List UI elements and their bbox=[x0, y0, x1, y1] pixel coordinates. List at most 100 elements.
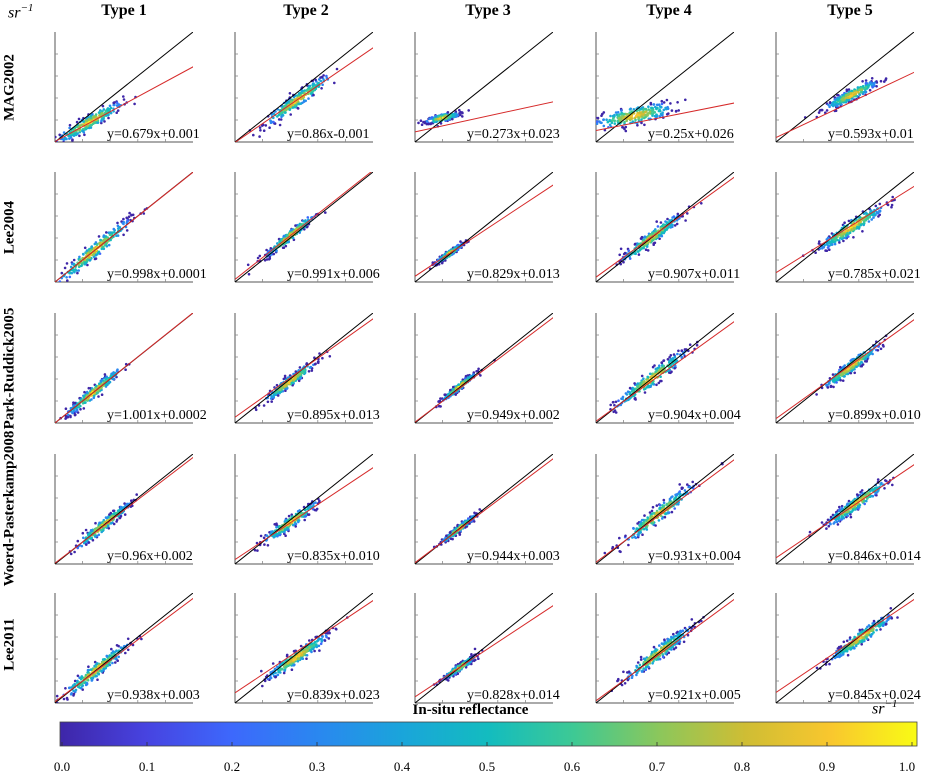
data-point bbox=[636, 124, 639, 127]
regression-line bbox=[235, 47, 373, 142]
data-point bbox=[662, 364, 666, 368]
data-point bbox=[479, 374, 482, 377]
data-point bbox=[278, 240, 281, 243]
data-point bbox=[650, 112, 654, 115]
panel-content bbox=[776, 32, 914, 142]
data-point bbox=[291, 103, 295, 107]
data-point bbox=[83, 394, 87, 398]
data-point bbox=[50, 287, 53, 290]
one-to-one-line bbox=[55, 32, 193, 142]
fit-equation: y=1.001x+0.0002 bbox=[107, 408, 207, 423]
data-point bbox=[454, 245, 457, 249]
data-point bbox=[303, 368, 306, 372]
data-point bbox=[256, 256, 260, 260]
data-point bbox=[81, 262, 84, 266]
data-point bbox=[90, 245, 93, 249]
data-point bbox=[602, 111, 606, 114]
data-point bbox=[642, 108, 645, 111]
data-point bbox=[307, 370, 311, 373]
data-point bbox=[627, 249, 630, 252]
data-point bbox=[274, 391, 278, 394]
data-point bbox=[826, 236, 830, 240]
data-point bbox=[677, 109, 680, 112]
fit-equation: y=0.899x+0.010 bbox=[828, 408, 921, 423]
data-point bbox=[95, 391, 99, 394]
data-point bbox=[855, 365, 858, 369]
data-point bbox=[108, 107, 112, 111]
data-point bbox=[891, 195, 894, 199]
data-point bbox=[112, 103, 115, 107]
data-point bbox=[83, 261, 87, 265]
data-point bbox=[93, 250, 97, 254]
data-point bbox=[641, 246, 644, 250]
data-point bbox=[632, 388, 635, 391]
data-point bbox=[306, 513, 310, 516]
data-point bbox=[55, 143, 58, 146]
data-point bbox=[294, 370, 298, 373]
data-point bbox=[102, 117, 105, 120]
data-point bbox=[289, 100, 293, 103]
data-point bbox=[308, 84, 312, 88]
scatter-panel: y=0.835x+0.010 bbox=[234, 454, 380, 565]
data-point bbox=[115, 101, 119, 105]
data-point bbox=[458, 112, 461, 115]
data-point bbox=[619, 247, 623, 251]
data-point bbox=[850, 97, 854, 100]
data-point bbox=[309, 365, 313, 369]
data-point bbox=[291, 236, 295, 240]
data-point bbox=[96, 251, 100, 255]
data-point bbox=[868, 88, 872, 92]
data-point bbox=[842, 233, 846, 236]
data-point bbox=[80, 264, 83, 268]
data-point bbox=[665, 98, 669, 102]
data-point bbox=[651, 239, 654, 242]
data-point bbox=[593, 116, 596, 119]
data-point bbox=[835, 375, 839, 379]
data-point bbox=[284, 111, 287, 114]
data-point bbox=[590, 123, 593, 126]
data-point bbox=[849, 371, 853, 375]
data-point bbox=[298, 376, 302, 379]
panel-content bbox=[55, 454, 193, 564]
data-point bbox=[609, 403, 612, 407]
data-point bbox=[89, 116, 93, 120]
data-point bbox=[674, 110, 678, 113]
data-point bbox=[269, 247, 273, 250]
data-point bbox=[461, 521, 465, 525]
data-point bbox=[277, 118, 281, 121]
data-point bbox=[127, 215, 131, 218]
data-point bbox=[64, 407, 68, 411]
data-point bbox=[283, 520, 287, 523]
regression-line bbox=[596, 176, 734, 278]
data-point bbox=[862, 220, 866, 224]
data-point bbox=[317, 81, 321, 85]
regression-line bbox=[415, 317, 553, 423]
data-point bbox=[101, 104, 105, 108]
regression-line bbox=[776, 185, 914, 274]
data-point bbox=[273, 523, 277, 526]
data-point bbox=[862, 212, 866, 215]
data-point bbox=[833, 96, 836, 99]
data-point bbox=[623, 127, 626, 131]
data-point bbox=[88, 124, 92, 127]
data-point bbox=[99, 238, 102, 242]
data-point bbox=[283, 527, 287, 531]
data-point bbox=[851, 366, 854, 369]
scatter-panel: y=0.679x+0.001 bbox=[54, 32, 200, 146]
data-point bbox=[73, 413, 77, 417]
scatter-panel: y=0.949x+0.002 bbox=[414, 313, 560, 424]
data-point bbox=[602, 118, 605, 121]
data-point bbox=[304, 515, 307, 518]
data-point bbox=[285, 526, 289, 530]
scatter-panel: y=0.895x+0.013 bbox=[234, 313, 380, 424]
data-point bbox=[296, 107, 300, 110]
data-point bbox=[429, 122, 433, 126]
data-point bbox=[842, 365, 845, 369]
data-point bbox=[890, 205, 893, 209]
data-point bbox=[669, 354, 673, 357]
data-point bbox=[652, 111, 656, 114]
data-point bbox=[125, 216, 128, 220]
panel-content bbox=[776, 172, 914, 282]
data-point bbox=[105, 244, 109, 248]
regression-line bbox=[55, 66, 193, 142]
